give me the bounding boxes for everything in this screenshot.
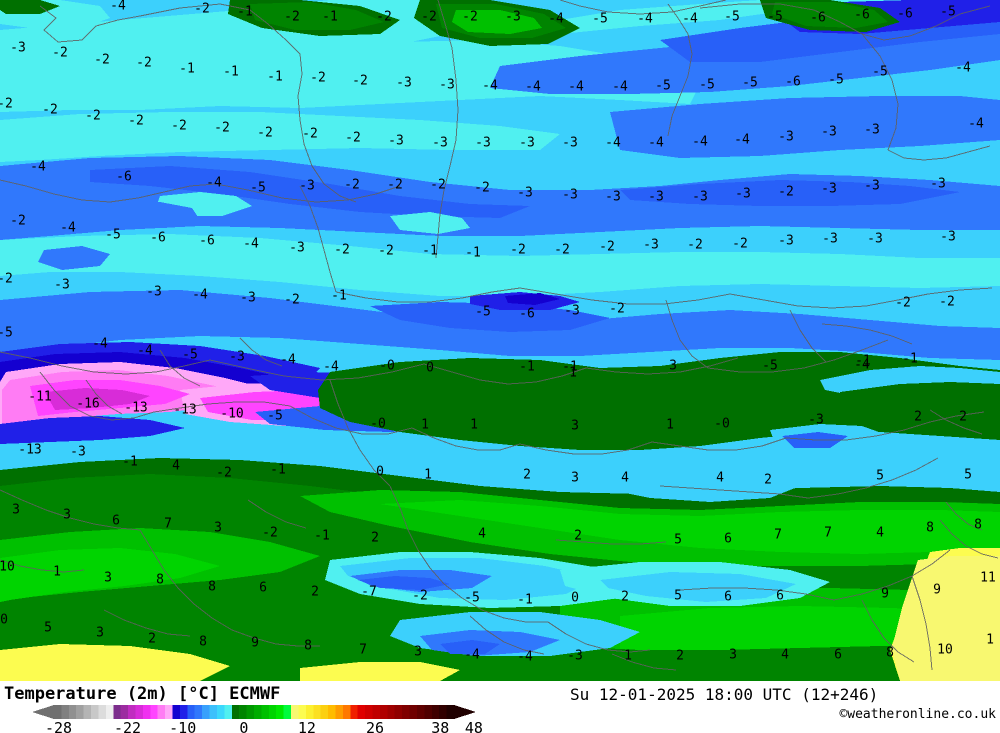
color-scale-segment <box>357 705 366 719</box>
color-scale-tick-label: 38 <box>431 719 450 733</box>
temperature-color-scale: -28 -22 -10 0 12 26 38 48 <box>24 705 484 733</box>
color-scale-segment <box>372 705 381 719</box>
color-scale-segment <box>187 705 196 719</box>
color-scale-segment <box>83 705 92 719</box>
color-scale-tick-label: -22 <box>113 719 142 733</box>
color-scale-segment <box>305 705 314 719</box>
color-scale-segment <box>239 705 248 719</box>
color-scale-segment <box>342 705 351 719</box>
color-scale-segment <box>76 705 85 719</box>
color-scale-segment <box>328 705 336 719</box>
color-scale-segment <box>379 705 388 719</box>
color-scale-tick-label: 48 <box>464 719 483 733</box>
color-scale-segment <box>283 705 292 719</box>
color-scale-segment <box>142 705 151 719</box>
color-scale-segment <box>231 705 240 719</box>
color-scale-segment <box>150 705 159 719</box>
color-scale-segment <box>387 705 396 719</box>
color-scale-tick-label: 26 <box>365 719 384 733</box>
color-scale-segment <box>261 705 270 719</box>
color-scale-segment <box>365 705 374 719</box>
map-footer: Temperature (2m) [°C] ECMWF Su 12-01-202… <box>0 681 1000 733</box>
color-scale-segment <box>68 705 77 719</box>
copyright-credit: ©weatheronline.co.uk <box>839 707 996 722</box>
color-scale-segment <box>254 705 262 719</box>
color-scale-segment <box>350 705 359 719</box>
color-scale-tick-label: -28 <box>44 719 73 733</box>
color-scale-segment <box>194 705 203 719</box>
color-scale-segment <box>246 705 255 719</box>
color-scale-segment <box>439 705 448 719</box>
color-scale-segment <box>416 705 425 719</box>
color-scale-segment <box>409 705 418 719</box>
color-scale-tick-label: -10 <box>169 719 197 733</box>
color-scale-segment <box>98 705 107 719</box>
color-scale-segment <box>91 705 99 719</box>
color-scale-segment <box>394 705 403 719</box>
color-scale-segment <box>157 705 166 719</box>
color-scale-segment <box>209 705 218 719</box>
color-scale-segment <box>120 705 129 719</box>
map-raster <box>0 0 1000 681</box>
color-scale-segment <box>179 705 188 719</box>
color-scale-segment <box>54 705 62 719</box>
scale-right-arrow <box>454 705 476 719</box>
color-scale-segment <box>105 705 114 719</box>
color-scale-segment <box>291 705 299 719</box>
color-scale-segment <box>313 705 322 719</box>
color-scale-bar <box>32 705 476 719</box>
color-scale-segment <box>113 705 122 719</box>
color-scale-segment <box>335 705 344 719</box>
scale-left-arrow <box>32 705 54 719</box>
color-scale-segment <box>446 705 455 719</box>
forecast-datetime: Su 12-01-2025 18:00 UTC (12+246) <box>570 685 879 704</box>
color-scale-segment <box>172 705 181 719</box>
color-scale-segment <box>202 705 211 719</box>
color-scale-segment <box>165 705 174 719</box>
color-scale-segment <box>216 705 225 719</box>
color-scale-tick-label: 12 <box>297 719 316 733</box>
color-scale-segment <box>268 705 277 719</box>
color-scale-segment <box>431 705 440 719</box>
color-scale-segment <box>224 705 233 719</box>
map-title: Temperature (2m) [°C] ECMWF <box>4 684 281 704</box>
color-scale-segment <box>320 705 329 719</box>
color-scale-segment <box>61 705 70 719</box>
color-scale-segment <box>135 705 144 719</box>
color-scale-segment <box>276 705 285 719</box>
color-scale-segment <box>128 705 136 719</box>
color-scale-segment <box>402 705 411 719</box>
temperature-map[interactable]: -4 -2 -1 -2 -1 -2 -2 -2 -3 -4 -5 -4 -4 -5 -5 -6 -6 -6 -5 -3… <box>0 0 1000 681</box>
color-scale-tick-label: 0 <box>239 719 249 733</box>
color-scale-segment <box>298 705 307 719</box>
color-scale-segment <box>424 705 433 719</box>
